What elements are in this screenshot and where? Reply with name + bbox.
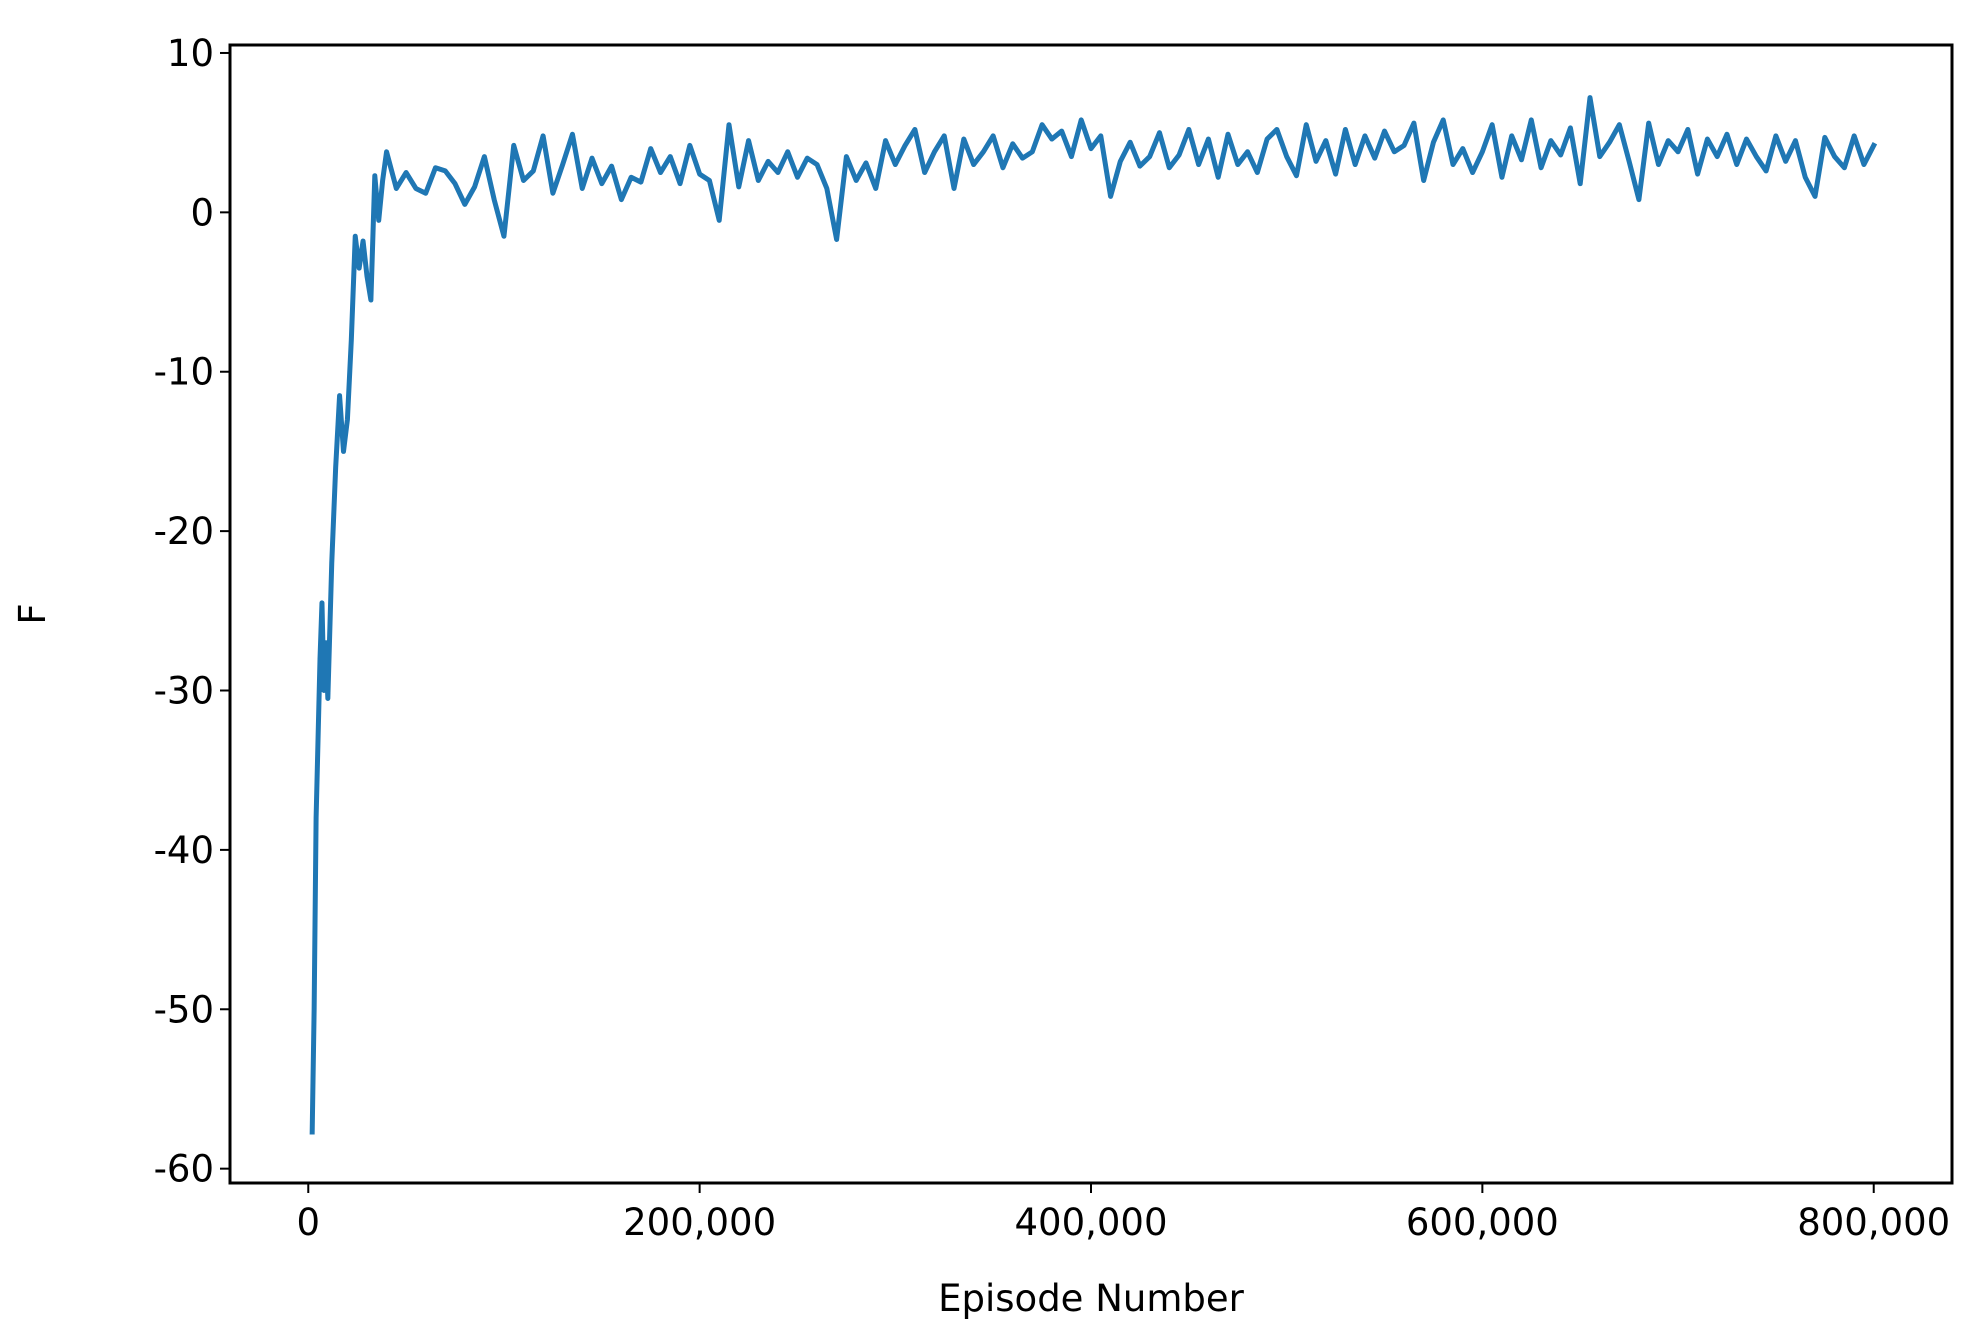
y-tick-label: -50: [154, 988, 214, 1031]
y-tick-label: -30: [154, 670, 214, 713]
y-tick-label: -20: [154, 510, 214, 553]
x-tick-label: 600,000: [1406, 1201, 1559, 1244]
x-tick-label: 400,000: [1014, 1201, 1167, 1244]
y-tick-label: -10: [154, 351, 214, 394]
x-tick-label: 800,000: [1797, 1201, 1950, 1244]
y-tick-label: -60: [154, 1148, 214, 1191]
series-line: [309, 95, 1878, 1135]
y-axis-label: F: [11, 603, 54, 624]
y-tick-label: 0: [190, 191, 214, 234]
y-tick-label: -40: [154, 829, 214, 872]
x-tick-label: 200,000: [623, 1201, 776, 1244]
x-axis-label: Episode Number: [938, 1277, 1244, 1320]
y-tick-label: 10: [167, 32, 214, 75]
plot-frame: [228, 43, 1954, 1185]
x-tick-label: 0: [296, 1201, 320, 1244]
